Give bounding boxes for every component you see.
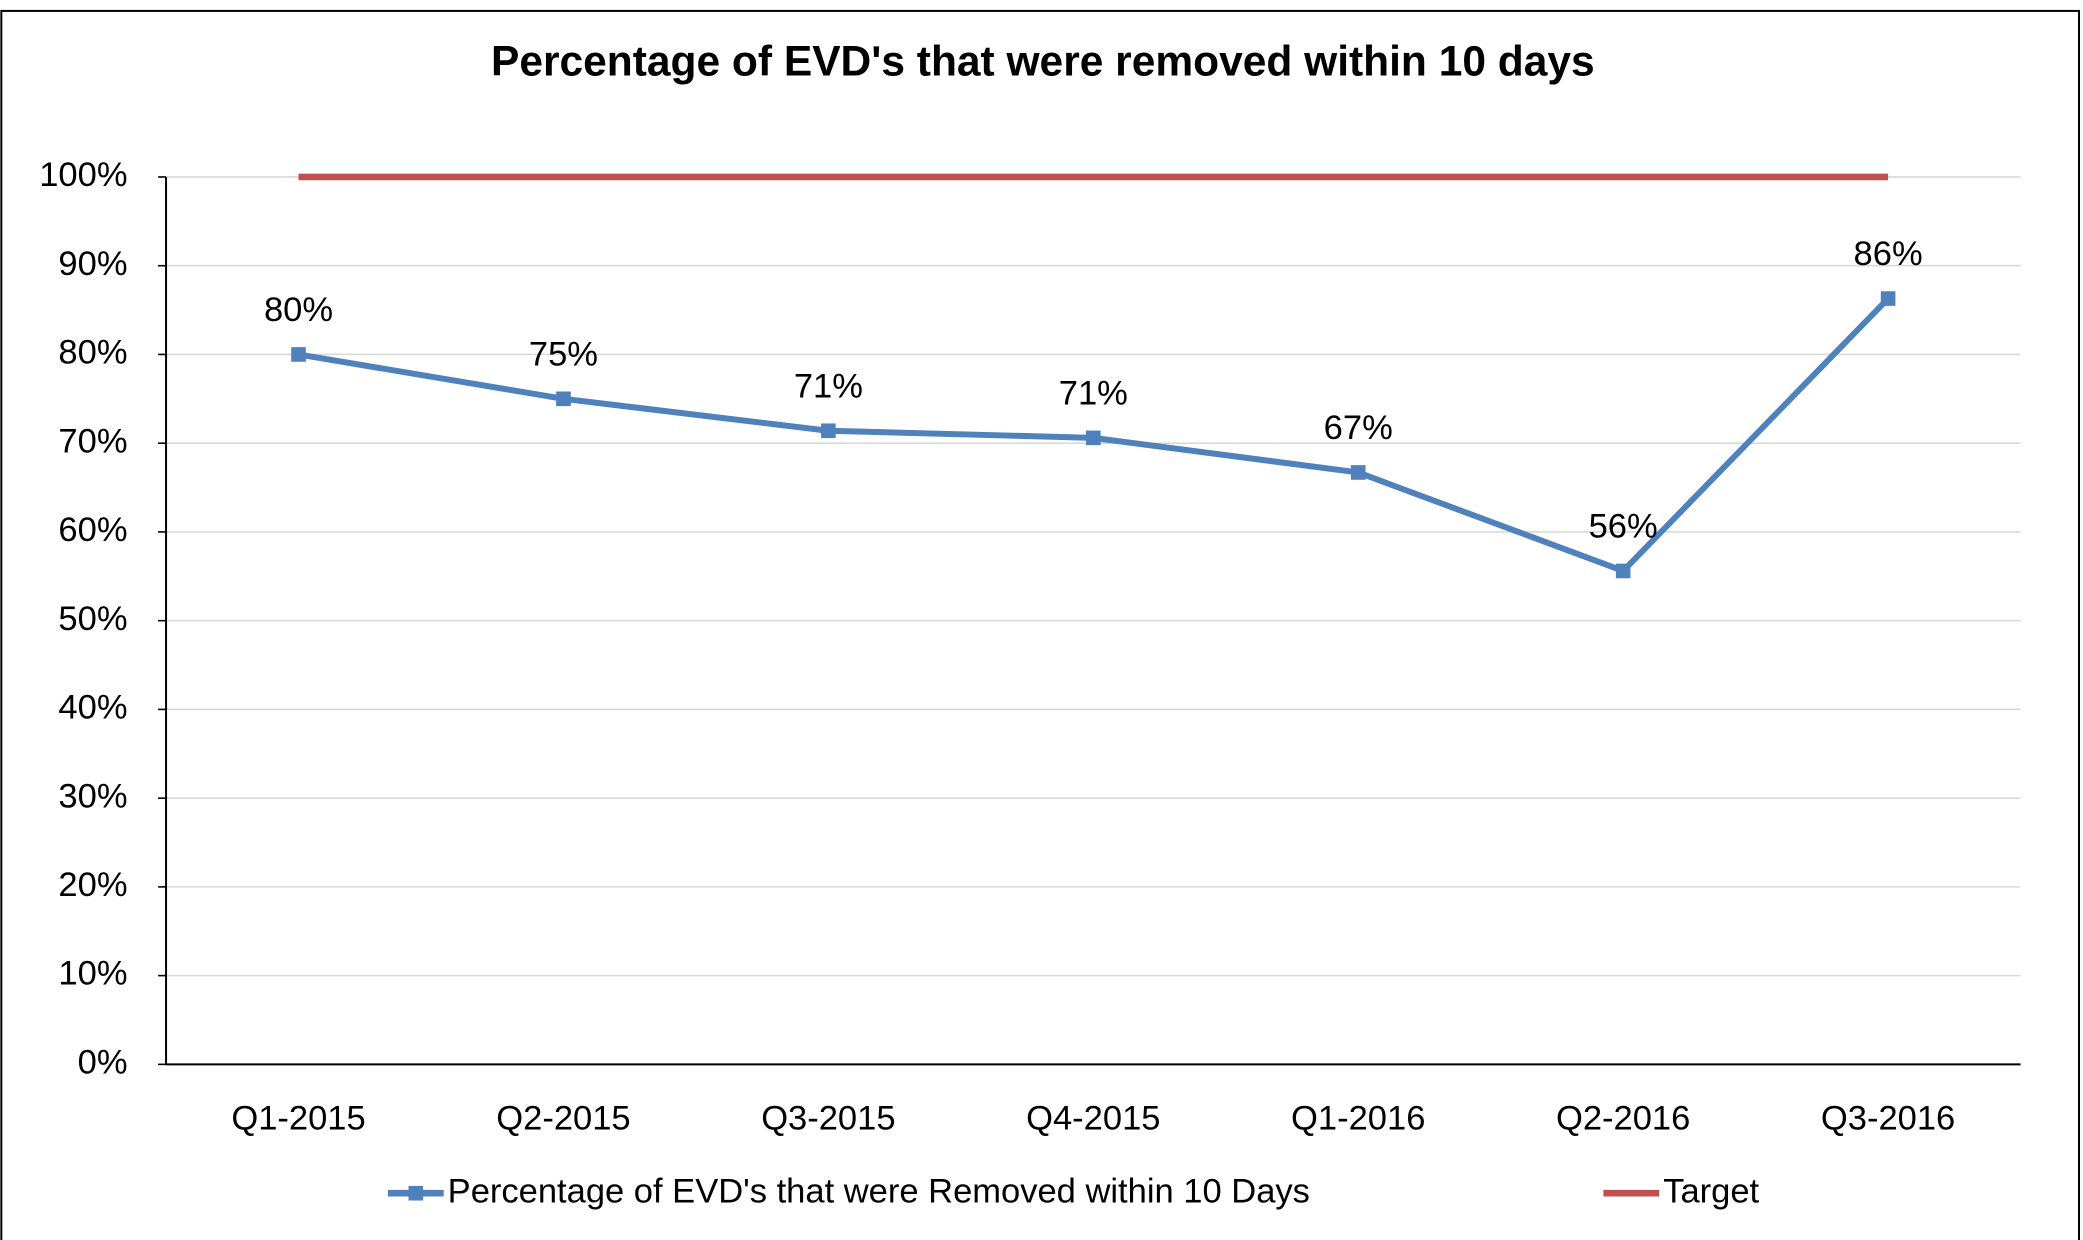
y-tick-label: 60%: [58, 511, 127, 549]
x-tick-label: Q1-2016: [1291, 1099, 1425, 1137]
point-marker: [1350, 465, 1366, 480]
x-tick-label: Q1-2015: [231, 1099, 365, 1137]
point-marker: [821, 423, 836, 439]
x-tick-label: Q3-2016: [1821, 1099, 1955, 1137]
data-label: 71%: [794, 367, 863, 405]
y-tick-label: 100%: [39, 156, 127, 194]
data-label: 71%: [1059, 374, 1128, 412]
y-tick-label: 90%: [58, 245, 127, 283]
y-tick-label: 80%: [58, 334, 127, 372]
chart-title: Percentage of EVD's that were removed wi…: [491, 38, 1595, 85]
y-tick-label: 40%: [58, 689, 127, 727]
x-tick-label: Q4-2015: [1026, 1099, 1160, 1137]
y-tick-label: 50%: [58, 600, 127, 638]
point-marker: [556, 391, 571, 407]
y-tick-label: 30%: [58, 777, 127, 815]
point-marker: [1086, 430, 1101, 446]
y-tick-label: 10%: [58, 955, 127, 993]
point-marker: [1880, 291, 1896, 306]
data-label: 80%: [264, 291, 333, 329]
data-label: 75%: [529, 335, 598, 373]
chart-border: [0, 9, 2081, 1240]
x-tick-label: Q3-2015: [761, 1099, 895, 1137]
x-tick-label: Q2-2015: [496, 1099, 630, 1137]
data-label: 86%: [1854, 235, 1923, 273]
x-tick-label: Q2-2016: [1556, 1099, 1690, 1137]
data-label: 67%: [1324, 409, 1393, 447]
y-tick-label: 20%: [58, 866, 127, 904]
y-tick-label: 0%: [78, 1043, 128, 1081]
data-label: 56%: [1589, 508, 1658, 546]
legend-marker: [408, 1185, 424, 1201]
legend-label: Percentage of EVD's that were Removed wi…: [448, 1172, 1310, 1210]
legend-label: Target: [1663, 1172, 1759, 1210]
y-tick-label: 70%: [58, 422, 127, 460]
point-marker: [291, 347, 306, 362]
point-marker: [1615, 563, 1631, 579]
